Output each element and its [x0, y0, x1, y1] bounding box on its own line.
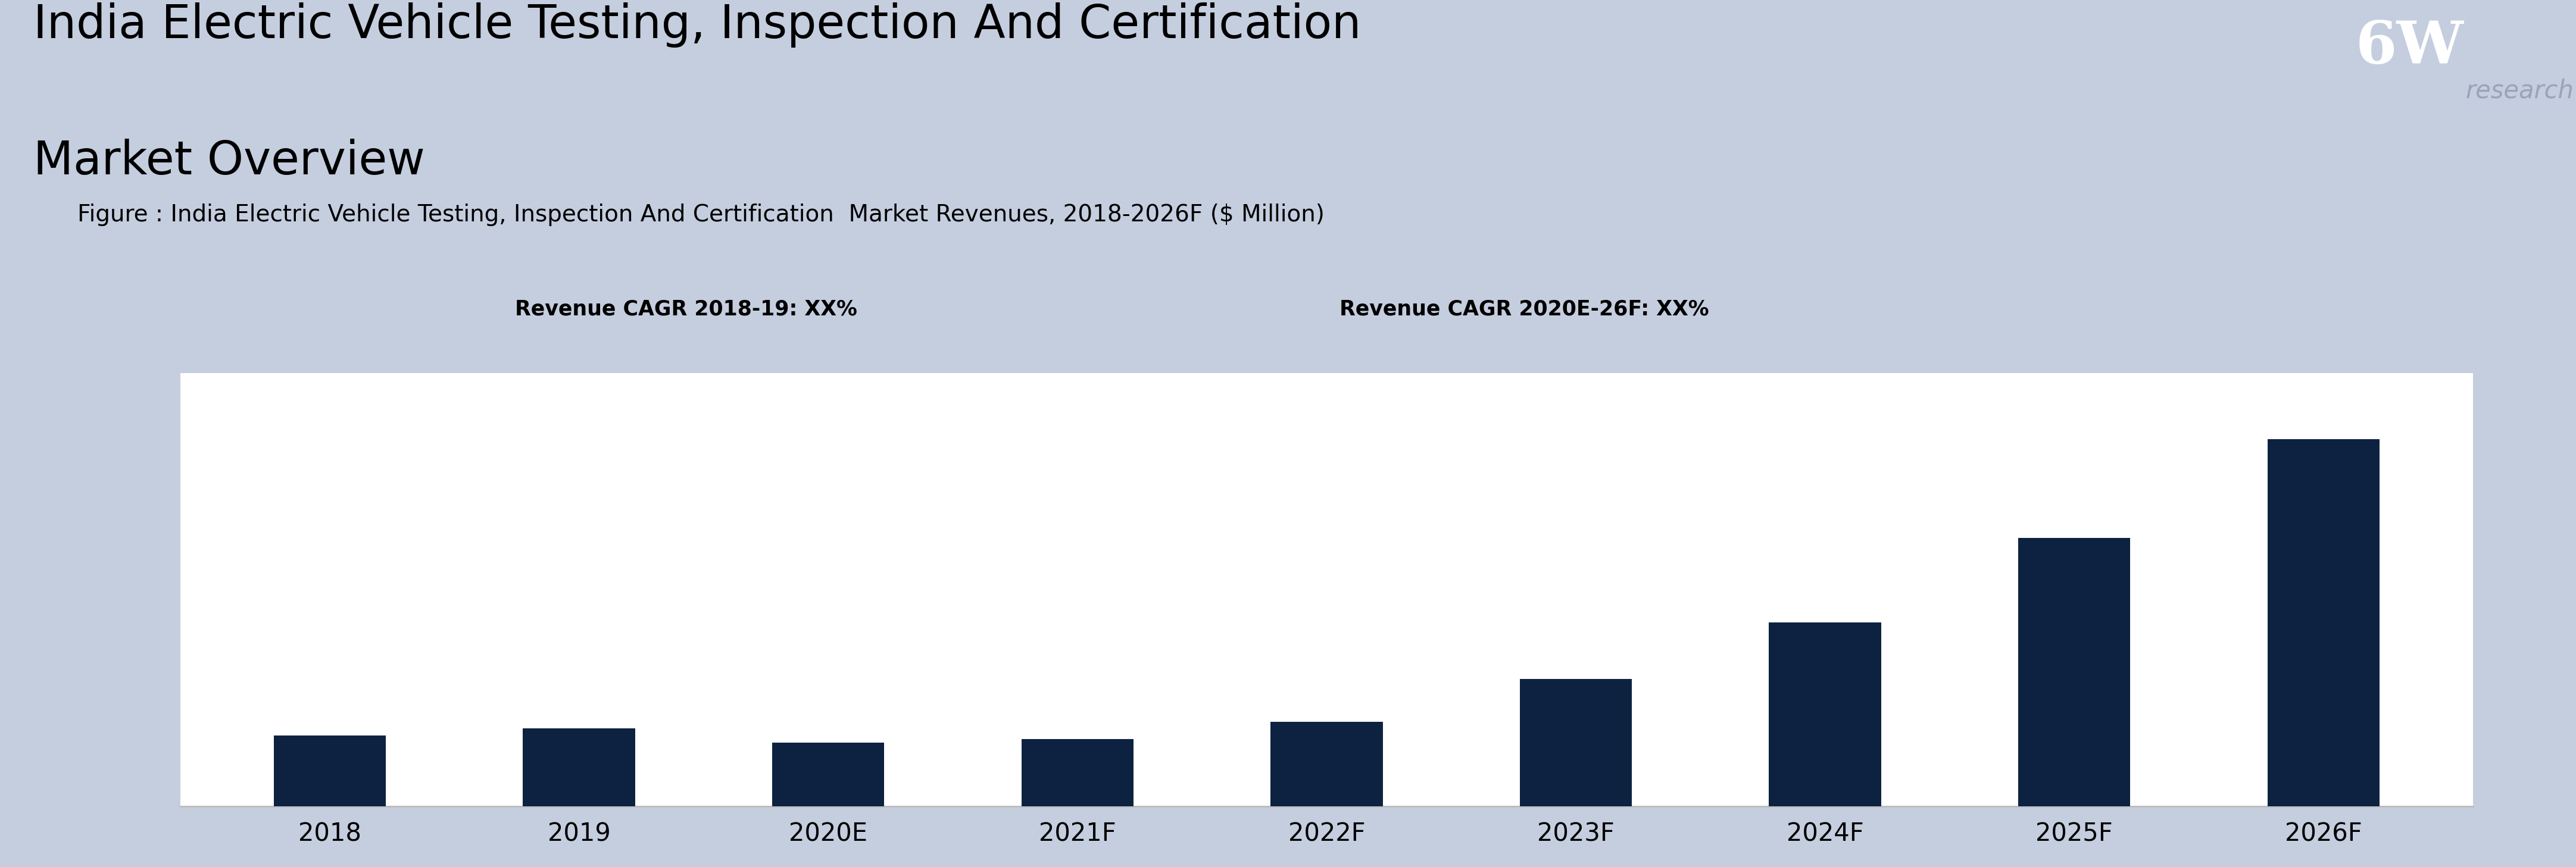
Bar: [273, 736, 386, 806]
Text: 6W: 6W: [2354, 18, 2465, 76]
Bar: [1770, 623, 1880, 806]
Text: Market Overview: Market Overview: [33, 139, 425, 184]
Text: Figure : India Electric Vehicle Testing, Inspection And Certification  Market Re: Figure : India Electric Vehicle Testing,…: [77, 204, 1324, 226]
Bar: [2267, 439, 2380, 806]
Bar: [1020, 740, 1133, 806]
Bar: [1270, 721, 1383, 806]
Bar: [773, 743, 884, 806]
Text: India Electric Vehicle Testing, Inspection And Certification: India Electric Vehicle Testing, Inspecti…: [33, 3, 1360, 48]
Text: research: research: [2465, 78, 2573, 103]
Bar: [2017, 538, 2130, 806]
Bar: [1520, 679, 1633, 806]
Text: Revenue CAGR 2020E-26F: XX%: Revenue CAGR 2020E-26F: XX%: [1340, 299, 1708, 319]
Bar: [523, 728, 636, 806]
Text: Revenue CAGR 2018-19: XX%: Revenue CAGR 2018-19: XX%: [515, 299, 858, 319]
